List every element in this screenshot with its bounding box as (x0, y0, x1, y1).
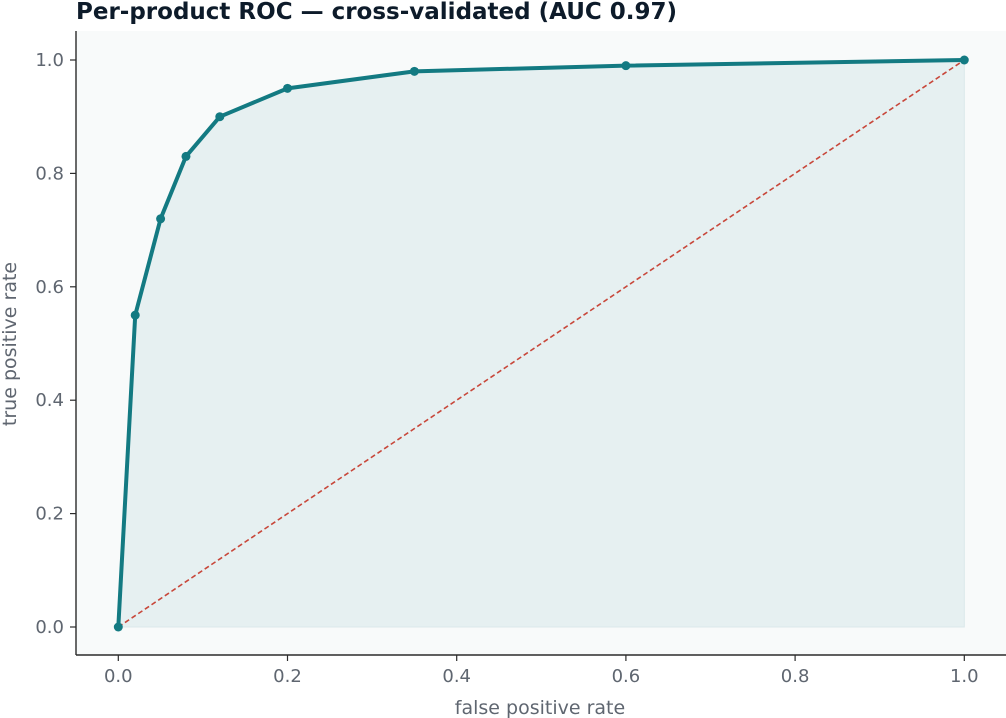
roc-points-layer (113, 55, 969, 632)
chance-diagonal-line (117, 59, 965, 628)
y-tick-label: 0.0 (35, 617, 64, 638)
x-tick-label: 0.2 (273, 666, 302, 687)
x-tick-label: 0.8 (781, 666, 810, 687)
y-tick-label: 0.2 (35, 504, 64, 525)
roc-point (621, 61, 631, 71)
roc-point (113, 622, 123, 632)
roc-point (959, 55, 969, 65)
x-tick-label: 0.0 (104, 666, 133, 687)
y-ticks: 0.0 0.2 0.4 0.6 0.8 1.0 (35, 50, 76, 638)
x-axis-label: false positive rate (455, 697, 625, 718)
roc-point (181, 151, 191, 161)
y-tick-label: 0.8 (35, 163, 64, 184)
y-tick-label: 0.4 (35, 390, 64, 411)
chart-title: Per-product ROC — cross-validated (AUC 0… (76, 0, 677, 25)
x-tick-label: 0.6 (612, 666, 641, 687)
y-tick-label: 1.0 (35, 50, 64, 71)
roc-point (156, 214, 166, 224)
roc-point (283, 83, 292, 93)
x-ticks: 0.0 0.2 0.4 0.6 0.8 1.0 (104, 655, 979, 687)
y-tick-label: 0.6 (35, 277, 64, 298)
roc-point (215, 112, 225, 122)
roc-point (130, 310, 140, 320)
x-tick-label: 0.4 (442, 666, 471, 687)
y-axis-label: true positive rate (0, 262, 21, 426)
x-tick-label: 1.0 (950, 666, 979, 687)
diagonal-layer (117, 59, 965, 628)
roc-point (409, 66, 419, 76)
axes-layer (75, 31, 1006, 656)
